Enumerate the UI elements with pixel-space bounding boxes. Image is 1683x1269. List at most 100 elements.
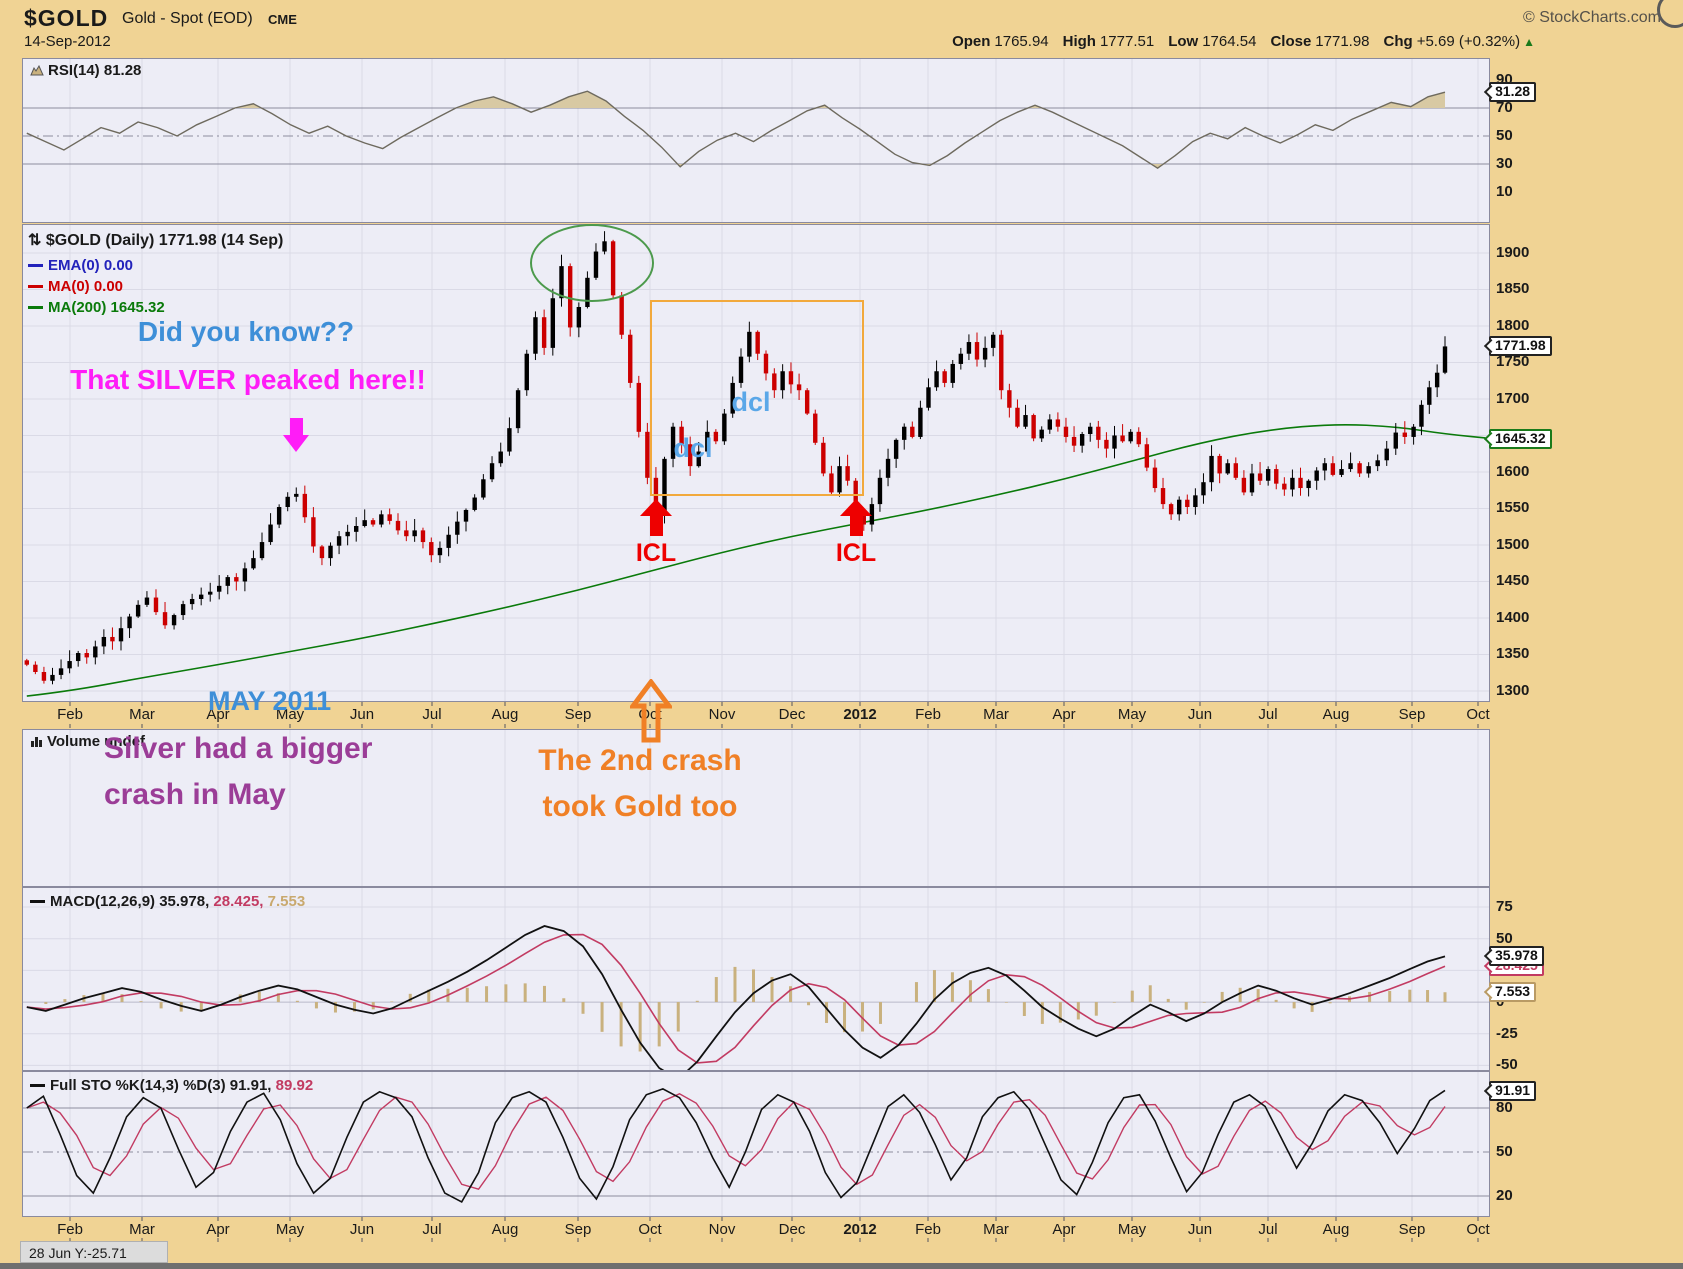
icl-annotation-1: ICL [635, 539, 677, 567]
month-label-bottom-Oct: Oct [1466, 1221, 1490, 1238]
month-label-top-Apr: Apr [1052, 706, 1076, 723]
icl-up-arrow-2-stem-icon [849, 515, 863, 536]
price-title: $GOLD (Daily) 1771.98 (14 Sep) [45, 232, 284, 249]
exchange-label: CME [268, 12, 297, 27]
magenta-down-arrow-icon [290, 418, 303, 436]
sto-label: Full STO %K(14,3) %D(3) 91.91, 89.92 [30, 1077, 313, 1094]
rsi-callout-81.28: 81.28 [1489, 82, 1537, 102]
month-label-bottom-Feb: Feb [57, 1221, 83, 1238]
rsi-axis-label: 50 [1496, 127, 1513, 144]
orange-hollow-up-arrow-icon [628, 677, 674, 748]
macd-callout-28.425: 28.425 [1489, 956, 1544, 976]
month-label-top-Mar: Mar [129, 706, 155, 723]
month-label-bottom-2012: 2012 [843, 1221, 877, 1238]
macd-label-hist: 7.553 [267, 893, 306, 910]
rsi-label-text: RSI(14) 81.28 [48, 62, 142, 79]
legend-ma200: MA(200) 1645.32 [28, 297, 283, 318]
silver-crash-annotation-line2: crash in May [104, 778, 286, 811]
chart-date: 14-Sep-2012 [24, 33, 111, 50]
ma200-swatch [28, 306, 43, 309]
volume-panel [22, 729, 1490, 887]
ema-label: EMA(0) 0.00 [48, 257, 134, 274]
may-2011-annotation: MAY 2011 [208, 686, 332, 716]
silver-peaked-annotation: That SILVER peaked here!! [70, 364, 426, 395]
sto-label-signal: 89.92 [275, 1077, 314, 1094]
month-label-bottom-Jun: Jun [349, 1221, 375, 1238]
rsi-label: RSI(14) 81.28 [30, 62, 141, 80]
month-label-bottom-Mar: Mar [129, 1221, 155, 1238]
macd-panel [22, 887, 1490, 1071]
gold-crash-annotation-line1: The 2nd crash [538, 744, 742, 777]
consolidation-box-annotation [650, 300, 864, 496]
month-label-top-Feb: Feb [57, 706, 83, 723]
instrument-name: Gold - Spot (EOD) [122, 10, 253, 27]
open-value: 1765.94 [994, 33, 1049, 50]
open-label: Open [952, 33, 991, 50]
window-edge-strip [0, 1263, 1683, 1269]
month-label-top-Sep: Sep [564, 706, 592, 723]
rsi-axis-label: 30 [1496, 155, 1513, 172]
symbol-title: $GOLD [24, 5, 109, 31]
price-callout-1771.98: 1771.98 [1489, 336, 1552, 356]
sto-axis-label: 50 [1496, 1143, 1513, 1160]
rsi-axis-label: 70 [1496, 99, 1513, 116]
month-label-bottom-Aug: Aug [491, 1221, 519, 1238]
month-label-bottom-Apr: Apr [1052, 1221, 1076, 1238]
chg-value: +5.69 (+0.32%) [1416, 33, 1521, 50]
macd-callout-35.978: 35.978 [1489, 946, 1544, 966]
price-axis-label: 1700 [1496, 390, 1530, 407]
month-label-top-Oct: Oct [1466, 706, 1490, 723]
month-label-top-Sep: Sep [1398, 706, 1426, 723]
close-label: Close [1270, 33, 1312, 50]
macd-axis-label: 0 [1496, 993, 1505, 1010]
month-label-bottom-Apr: Apr [206, 1221, 230, 1238]
price-axis-label: 1900 [1496, 244, 1530, 261]
legend-ema: EMA(0) 0.00 [28, 255, 283, 276]
sto-axis-label: 20 [1496, 1187, 1513, 1204]
price-axis-label: 1850 [1496, 280, 1530, 297]
month-label-bottom-Mar: Mar [983, 1221, 1009, 1238]
macd-callout-7.553: 7.553 [1489, 982, 1537, 1002]
price-axis-label: 1500 [1496, 536, 1530, 553]
sto-callout-91.91: 91.91 [1489, 1081, 1537, 1101]
month-label-bottom-Nov: Nov [708, 1221, 736, 1238]
ohlc-quote-line: Open 1765.94 High 1777.51 Low 1764.54 Close 177… [938, 33, 1535, 50]
month-label-bottom-Feb: Feb [915, 1221, 941, 1238]
macd-axis-label: -25 [1496, 1025, 1518, 1042]
price-legend: ⇅ $GOLD (Daily) 1771.98 (14 Sep) EMA(0) … [28, 230, 283, 318]
month-label-top-Jul: Jul [422, 706, 442, 723]
low-label: Low [1168, 33, 1199, 50]
month-label-bottom-Oct: Oct [638, 1221, 662, 1238]
high-value: 1777.51 [1099, 33, 1155, 50]
month-label-bottom-Jun: Jun [1187, 1221, 1213, 1238]
macd-axis-label: 25 [1496, 961, 1513, 978]
price-axis-label: 1600 [1496, 463, 1530, 480]
price-axis-label: 1300 [1496, 682, 1530, 699]
chg-label: Chg [1383, 33, 1413, 50]
month-label-top-Dec: Dec [778, 706, 806, 723]
magenta-down-arrow-head-icon [283, 435, 309, 452]
price-axis-label: 1350 [1496, 645, 1530, 662]
legend-ma: MA(0) 0.00 [28, 276, 283, 297]
ma200-label: MA(200) 1645.32 [48, 299, 165, 316]
chg-up-arrow-icon: ▲ [1523, 35, 1535, 49]
macd-label-main: MACD(12,26,9) 35.978, [50, 893, 210, 910]
peak-ellipse-annotation [530, 224, 654, 302]
price-axis-label: 1550 [1496, 499, 1530, 516]
rsi-axis-label: 90 [1496, 71, 1513, 88]
did-you-know-annotation: Did you know?? [137, 316, 355, 347]
month-label-bottom-Jul: Jul [422, 1221, 442, 1238]
rsi-axis-label: 10 [1496, 183, 1513, 200]
icl-up-arrow-2-icon [840, 499, 872, 516]
sto-label-main: Full STO %K(14,3) %D(3) 91.91, [50, 1077, 272, 1094]
month-label-bottom-Sep: Sep [1398, 1221, 1426, 1238]
macd-swatch [30, 900, 45, 903]
volume-label-text: Volume undef [47, 733, 146, 750]
month-label-top-2012: 2012 [843, 706, 877, 723]
close-value: 1771.98 [1315, 33, 1370, 50]
month-label-top-May: May [1117, 706, 1147, 723]
month-label-top-Aug: Aug [491, 706, 519, 723]
sto-swatch [30, 1084, 45, 1087]
dcl-annotation-1: dcl [673, 433, 713, 463]
icl-up-arrow-1-stem-icon [649, 515, 663, 536]
